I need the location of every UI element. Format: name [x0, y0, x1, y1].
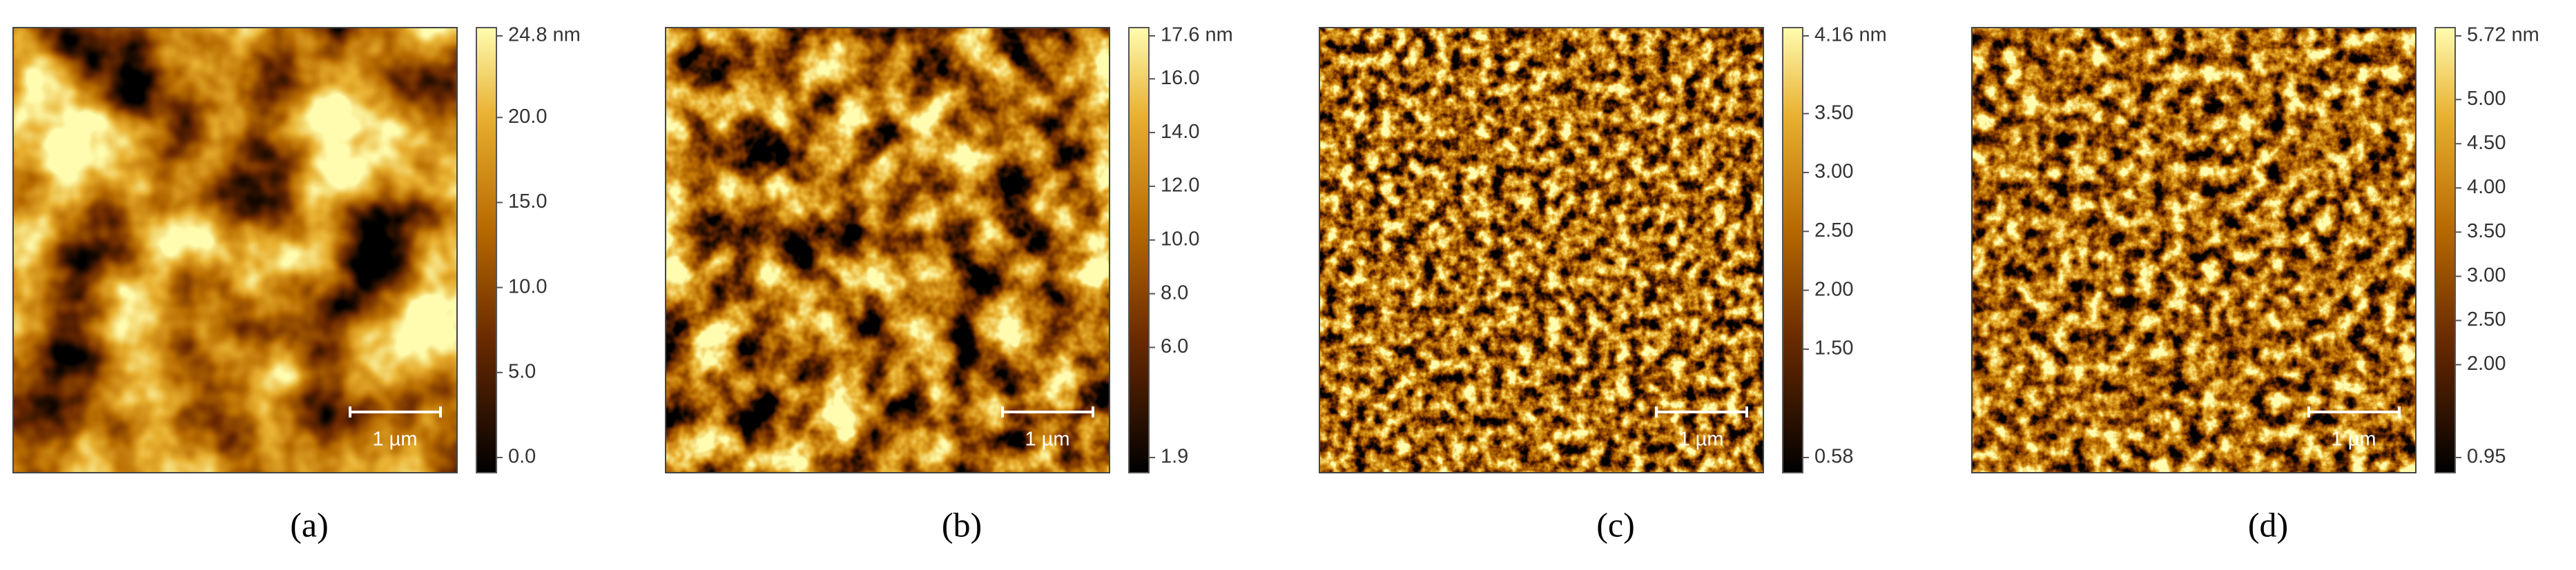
afm-image	[1319, 28, 1763, 473]
scale-bar-label: 1 µm	[1025, 429, 1069, 451]
colorbar-tick-label: 0.0	[508, 446, 536, 468]
colorbar-tick-label: 16.0	[1161, 67, 1199, 89]
colorbar-tick-label: 24.8 nm	[508, 24, 581, 46]
image-border	[665, 27, 1110, 473]
panel-label: (c)	[1596, 505, 1635, 544]
colorbar-tick-label: 15.0	[508, 190, 547, 213]
colorbar-tick-label: 14.0	[1161, 121, 1199, 143]
colorbar-tick-label: 4.00	[2467, 176, 2506, 198]
colorbar-tick-label: 5.72 nm	[2467, 24, 2539, 46]
colorbar	[1128, 27, 1150, 473]
image-border	[12, 27, 458, 473]
colorbar-tick-label: 3.00	[1814, 161, 1853, 183]
scale-bar-label: 1 µm	[1678, 429, 1723, 451]
panel-label: (d)	[2248, 505, 2288, 544]
colorbar-tick-label: 8.0	[1161, 282, 1188, 304]
image-border	[1971, 27, 2417, 473]
colorbar-tick-label: 5.0	[508, 360, 536, 382]
colorbar-tick-label: 1.9	[1161, 446, 1188, 468]
image-border	[1319, 27, 1764, 473]
colorbar-tick-label: 20.0	[508, 106, 547, 128]
colorbar-tick-label: 2.00	[1814, 278, 1853, 300]
colorbar-tick-label: 0.58	[1814, 446, 1853, 468]
colorbar-tick-label: 1.50	[1814, 337, 1853, 360]
colorbar-tick-label: 5.00	[2467, 88, 2506, 110]
colorbar-tick-label: 0.95	[2467, 446, 2506, 468]
colorbar-tick-label: 12.0	[1161, 175, 1199, 197]
panel-label: (a)	[290, 505, 329, 544]
colorbar	[2434, 27, 2456, 473]
colorbar-tick-label: 3.50	[2467, 220, 2506, 242]
colorbar-tick-label: 2.00	[2467, 353, 2506, 375]
colorbar-tick-label: 6.0	[1161, 335, 1188, 357]
colorbar	[1782, 27, 1803, 473]
afm-image	[666, 28, 1110, 473]
scale-bar-label: 1 µm	[372, 429, 417, 451]
panel-label: (b)	[942, 505, 982, 544]
colorbar-tick-label: 3.50	[1814, 101, 1853, 124]
afm-image	[13, 28, 457, 473]
colorbar-tick-label: 2.50	[2467, 308, 2506, 331]
colorbar-tick-label: 4.50	[2467, 132, 2506, 154]
colorbar-tick-label: 4.16 nm	[1814, 24, 1887, 46]
afm-image	[1972, 28, 2416, 473]
scale-bar-label: 1 µm	[2331, 429, 2376, 451]
colorbar-tick-label: 17.6 nm	[1161, 24, 1233, 46]
colorbar-tick-label: 10.0	[1161, 228, 1199, 250]
colorbar	[476, 27, 497, 473]
colorbar-tick-label: 10.0	[508, 275, 547, 297]
colorbar-tick-label: 3.00	[2467, 264, 2506, 286]
colorbar-tick-label: 2.50	[1814, 219, 1853, 242]
